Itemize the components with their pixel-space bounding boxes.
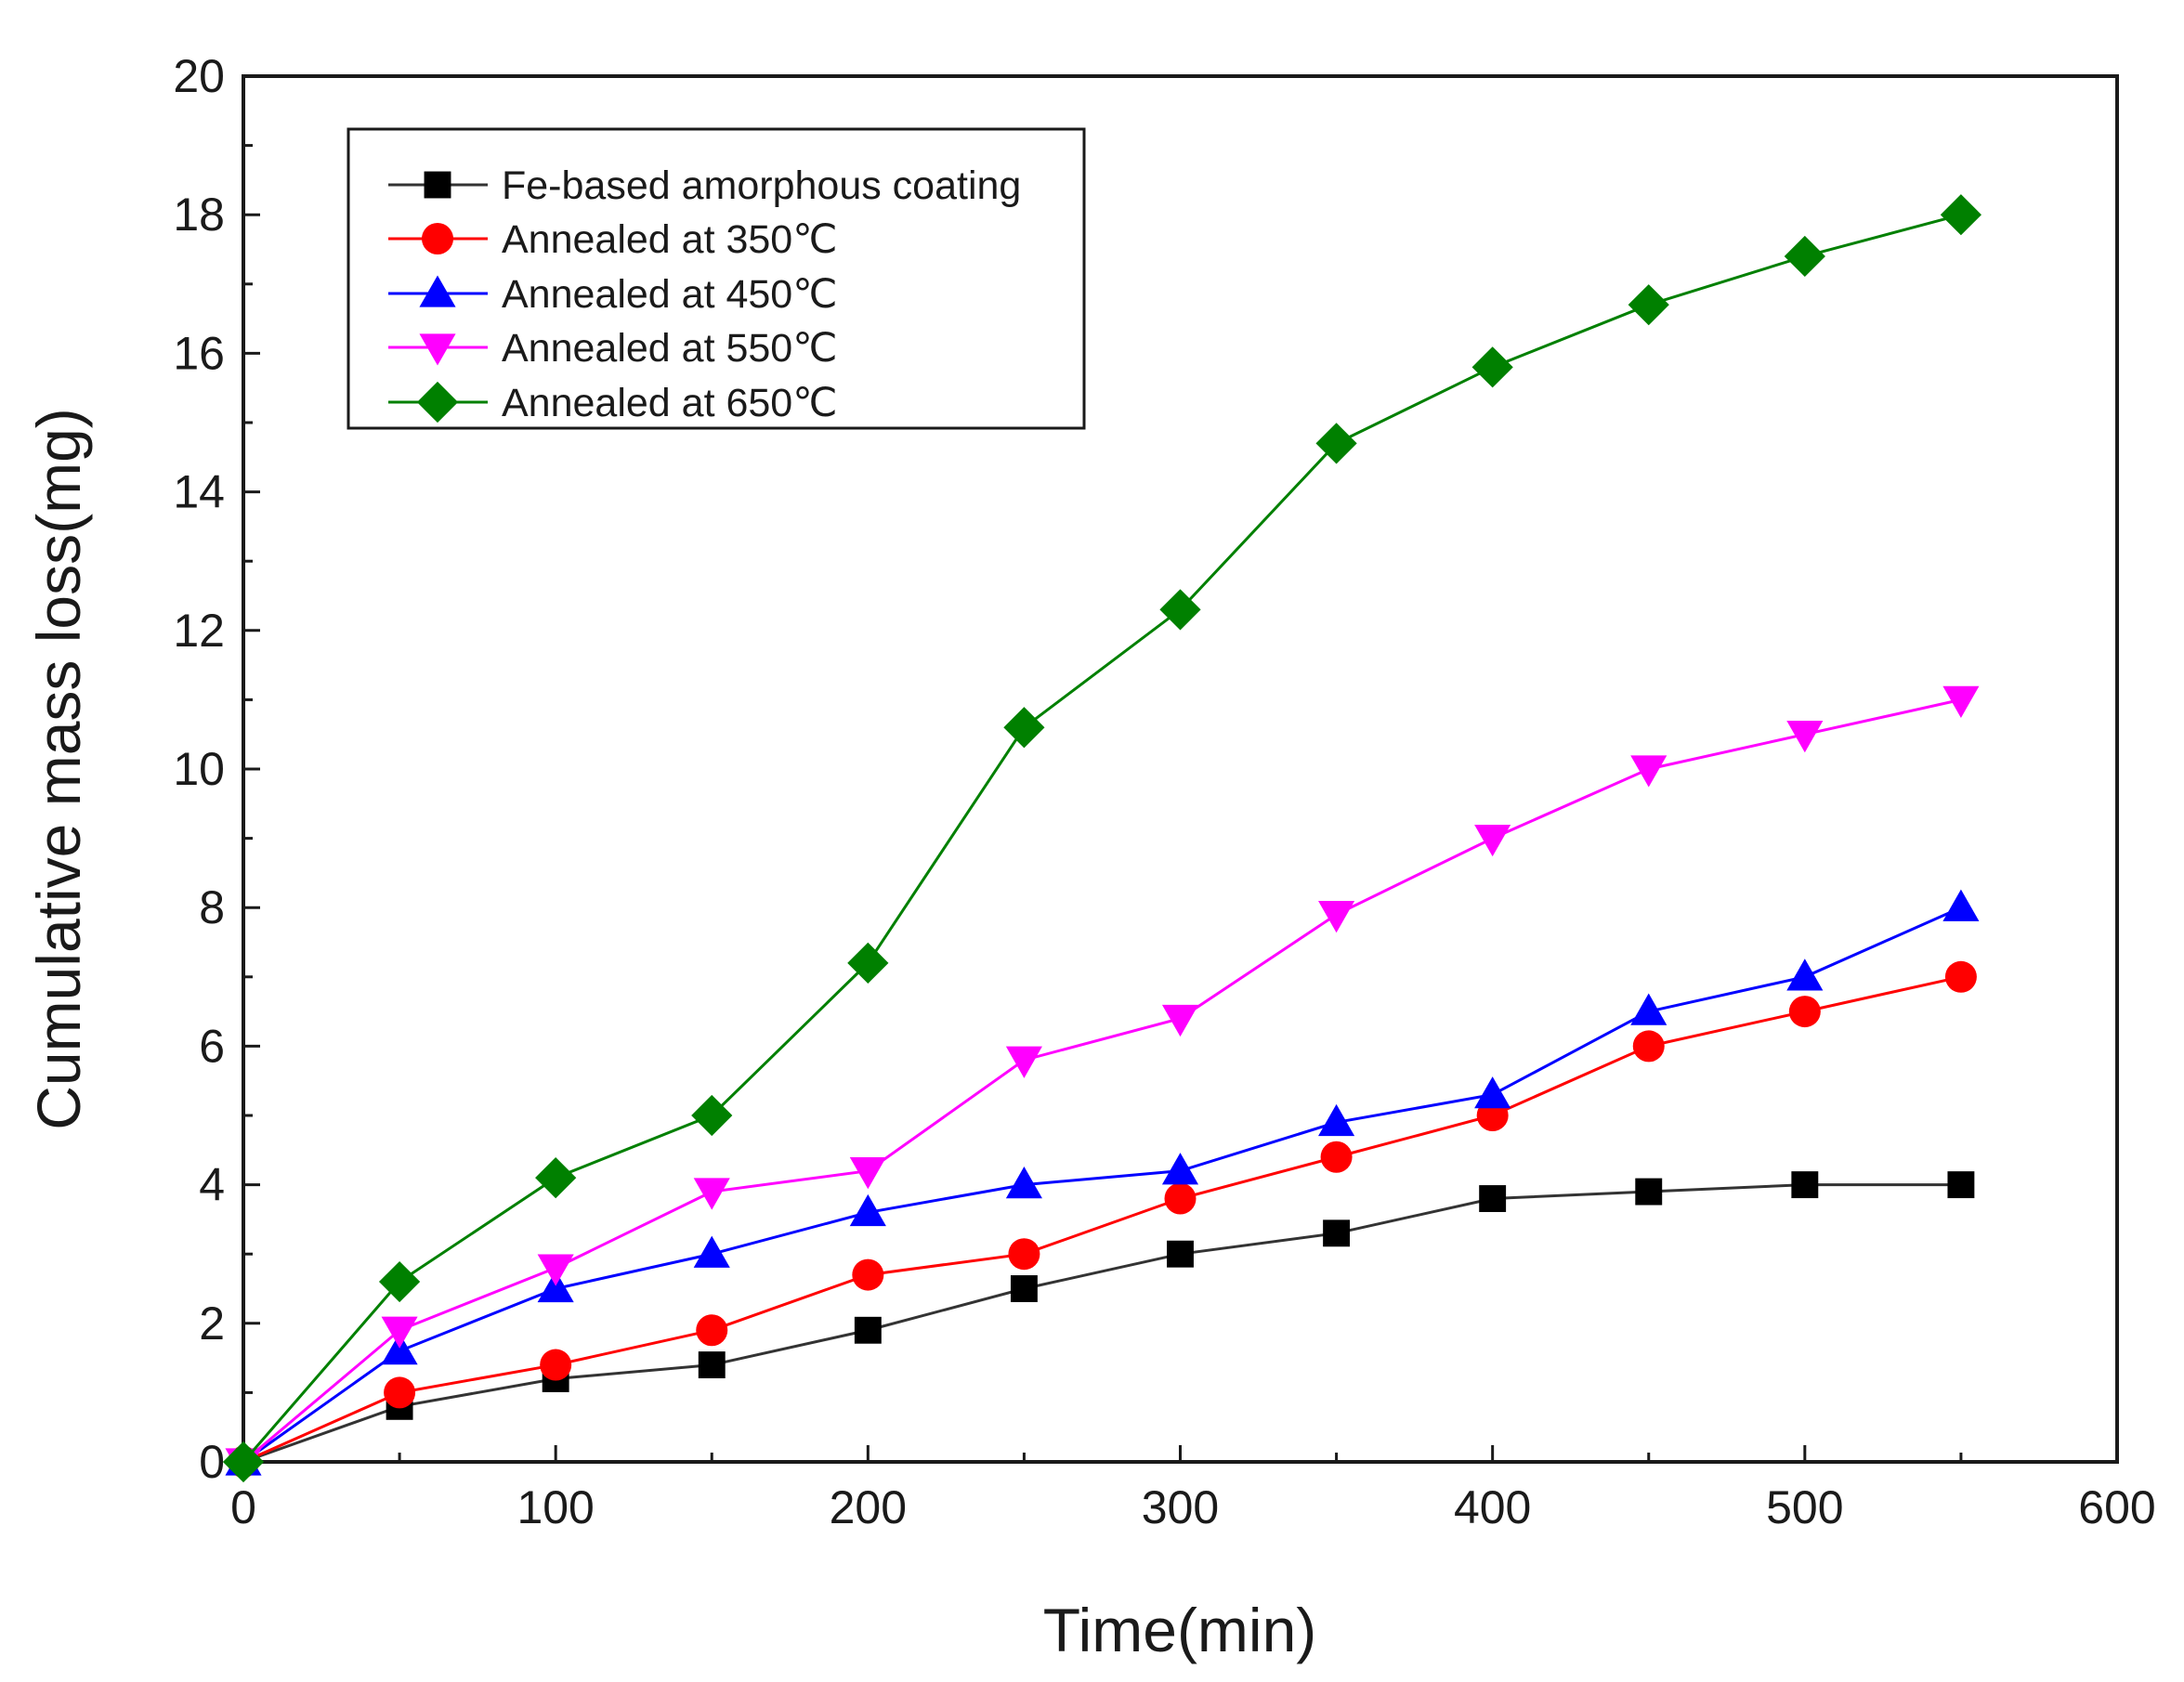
data-point bbox=[847, 942, 889, 984]
legend-marker bbox=[422, 223, 453, 254]
data-point bbox=[696, 1314, 728, 1347]
data-point bbox=[1161, 1153, 1199, 1185]
x-tick-label: 0 bbox=[230, 1481, 256, 1533]
data-point bbox=[537, 1270, 574, 1303]
data-point bbox=[1003, 707, 1045, 749]
data-point bbox=[535, 1157, 577, 1199]
y-axis-title: Cumulative mass loss(mg) bbox=[24, 408, 93, 1130]
data-point bbox=[1161, 1004, 1199, 1037]
data-point bbox=[1947, 1171, 1975, 1199]
data-point bbox=[693, 1178, 730, 1210]
data-point bbox=[691, 1094, 733, 1137]
data-point bbox=[1005, 1167, 1042, 1199]
x-tick-label: 600 bbox=[2078, 1481, 2155, 1533]
data-point bbox=[1167, 1240, 1194, 1268]
y-tick-label: 8 bbox=[199, 881, 225, 933]
data-point bbox=[1008, 1238, 1040, 1271]
series-line bbox=[242, 213, 1962, 1463]
legend-marker bbox=[416, 381, 459, 424]
legend-label: Annealed at 550℃ bbox=[502, 326, 838, 371]
data-point bbox=[854, 1316, 882, 1344]
y-tick-label: 12 bbox=[173, 605, 225, 657]
data-point bbox=[849, 1193, 886, 1227]
data-point bbox=[378, 1260, 421, 1303]
y-tick-label: 18 bbox=[173, 189, 225, 241]
y-tick-label: 20 bbox=[173, 50, 225, 102]
x-tick-label: 400 bbox=[1454, 1481, 1531, 1533]
data-point bbox=[1318, 1103, 1355, 1137]
x-axis-title: Time(min) bbox=[1043, 1596, 1317, 1664]
data-point bbox=[852, 1258, 884, 1291]
data-point bbox=[540, 1349, 572, 1381]
data-point bbox=[1318, 900, 1355, 933]
data-point bbox=[1942, 889, 1980, 921]
y-tick-label: 16 bbox=[173, 327, 225, 379]
data-point bbox=[1635, 1178, 1663, 1206]
ticks-layer: 0 100 200 300 400 500 600 0 2 4 6 8 10 12 14 16 18 20 bbox=[173, 50, 2155, 1533]
data-point bbox=[1628, 284, 1669, 326]
series-layer bbox=[222, 194, 1982, 1483]
data-point bbox=[1786, 721, 1824, 753]
x-tick-label: 100 bbox=[517, 1481, 594, 1533]
data-point bbox=[1159, 589, 1201, 631]
legend-label: Annealed at 450℃ bbox=[502, 272, 838, 317]
legend-marker bbox=[419, 333, 456, 366]
data-point bbox=[1474, 1076, 1511, 1109]
series-annealed-at-350 bbox=[228, 960, 1977, 1478]
y-tick-label: 6 bbox=[199, 1020, 225, 1072]
data-point bbox=[1630, 993, 1667, 1025]
x-tick-label: 300 bbox=[1142, 1481, 1219, 1533]
series-line bbox=[242, 1183, 1961, 1464]
data-point bbox=[1323, 1219, 1351, 1247]
legend: Fe-based amorphous coating Annealed at 35… bbox=[347, 127, 1086, 430]
data-point bbox=[381, 1333, 418, 1365]
data-point bbox=[1942, 685, 1980, 718]
data-point bbox=[537, 1254, 574, 1286]
legend-marker bbox=[424, 171, 451, 199]
data-point bbox=[1940, 194, 1982, 236]
data-point bbox=[1320, 1141, 1353, 1173]
data-point bbox=[1005, 1046, 1042, 1078]
series-annealed-at-650 bbox=[222, 194, 1982, 1483]
data-point bbox=[1010, 1275, 1038, 1302]
series-annealed-at-450 bbox=[225, 889, 1980, 1476]
series-line bbox=[242, 906, 1962, 1464]
data-point bbox=[1630, 755, 1667, 788]
data-point bbox=[698, 1351, 726, 1379]
legend-marker bbox=[419, 275, 456, 307]
data-point bbox=[1479, 1185, 1507, 1212]
data-point bbox=[1164, 1182, 1197, 1215]
data-point bbox=[849, 1157, 886, 1190]
series-line bbox=[242, 975, 1962, 1464]
legend-label: Annealed at 350℃ bbox=[502, 217, 838, 262]
y-tick-label: 4 bbox=[199, 1159, 225, 1211]
x-tick-label: 500 bbox=[1766, 1481, 1843, 1533]
data-point bbox=[1788, 996, 1821, 1028]
x-tick-label: 200 bbox=[830, 1481, 907, 1533]
legend-box bbox=[347, 127, 1086, 430]
y-tick-label: 2 bbox=[199, 1297, 225, 1350]
data-point bbox=[1944, 960, 1977, 993]
legend-label: Annealed at 650℃ bbox=[502, 381, 838, 425]
data-point bbox=[693, 1235, 730, 1268]
series-annealed-at-550 bbox=[225, 685, 1980, 1480]
data-point bbox=[1632, 1030, 1665, 1063]
data-point bbox=[1315, 423, 1357, 464]
data-point bbox=[1784, 235, 1825, 278]
y-tick-label: 0 bbox=[199, 1436, 225, 1488]
data-point bbox=[381, 1316, 418, 1349]
legend-label: Fe-based amorphous coating bbox=[502, 163, 1021, 208]
data-point bbox=[384, 1376, 416, 1409]
data-point bbox=[1474, 824, 1511, 857]
y-tick-label: 10 bbox=[173, 743, 225, 795]
series-line bbox=[242, 698, 1962, 1464]
data-point bbox=[1786, 958, 1824, 991]
y-tick-label: 14 bbox=[173, 466, 225, 518]
data-point bbox=[222, 1441, 265, 1483]
data-point bbox=[1791, 1171, 1819, 1199]
series-fe-based-amorphous-coating bbox=[229, 1171, 1975, 1476]
data-point bbox=[1471, 346, 1513, 388]
